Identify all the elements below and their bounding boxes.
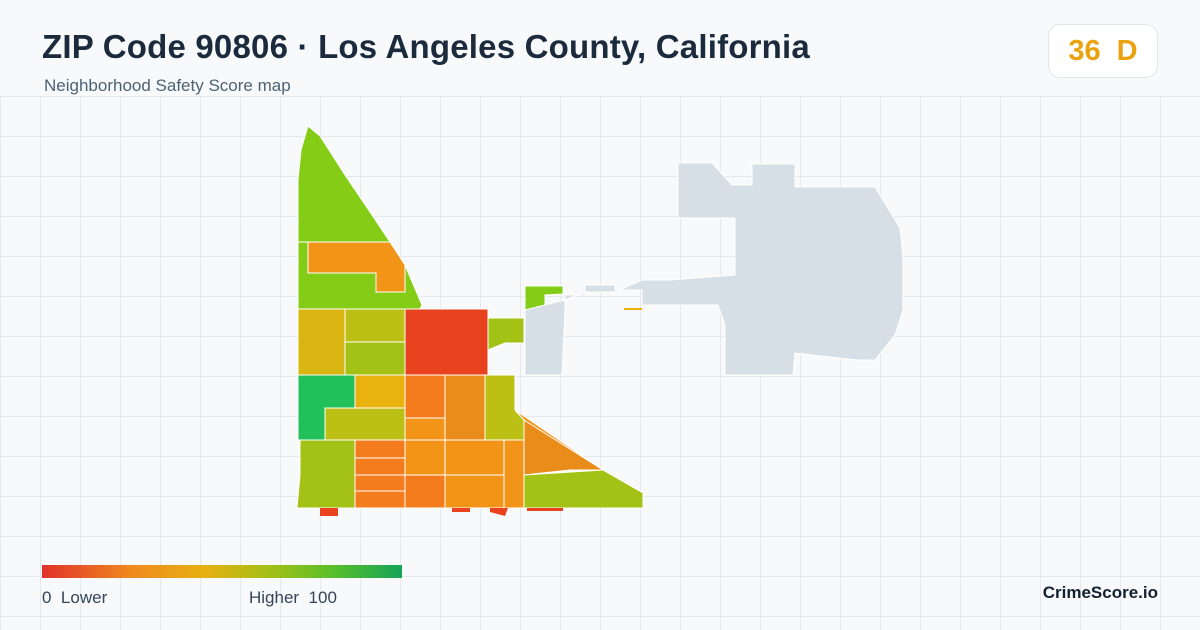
legend-high: Higher 100: [249, 588, 337, 608]
map-tile[interactable]: [444, 374, 486, 441]
map-tile[interactable]: [490, 508, 508, 516]
neighbor-area: [524, 162, 904, 376]
map-tile[interactable]: [404, 474, 446, 509]
map-tile[interactable]: [487, 317, 525, 351]
map-tile[interactable]: [404, 417, 446, 441]
map-tile[interactable]: [404, 308, 489, 376]
legend-min-value: 0: [42, 588, 52, 607]
map-tile[interactable]: [296, 439, 356, 509]
map-tile[interactable]: [527, 508, 563, 511]
map-tile[interactable]: [452, 508, 470, 512]
map-tile[interactable]: [354, 439, 406, 459]
page-title: ZIP Code 90806 · Los Angeles County, Cal…: [42, 28, 810, 65]
safety-score-value: 36: [1068, 34, 1101, 67]
legend-max-value: 100: [308, 588, 337, 607]
map-tile[interactable]: [297, 125, 391, 243]
legend-low: 0 Lower: [42, 588, 107, 608]
map-background-grid: [0, 96, 1200, 630]
map-tile[interactable]: [354, 457, 406, 476]
map-tile[interactable]: [320, 508, 338, 516]
map-tile[interactable]: [523, 469, 644, 509]
map-tile[interactable]: [523, 419, 605, 476]
legend-min-label: Lower: [60, 588, 108, 607]
map-tile[interactable]: [404, 439, 446, 476]
map-tile[interactable]: [344, 341, 406, 376]
map-tile[interactable]: [354, 374, 406, 409]
map-tile[interactable]: [484, 374, 525, 441]
map-tile[interactable]: [404, 374, 446, 419]
map-tile[interactable]: [324, 407, 406, 441]
safety-score-legend-bar: [42, 565, 402, 578]
map-tile[interactable]: [444, 439, 505, 476]
map-tile[interactable]: [503, 439, 525, 509]
map-tile[interactable]: [344, 308, 406, 343]
map-tile[interactable]: [354, 490, 406, 509]
map-tile[interactable]: [444, 474, 505, 509]
brand-logo-text[interactable]: CrimeScore.io: [1042, 583, 1158, 602]
safety-score-badge: 36 D: [1048, 24, 1158, 78]
map-tile[interactable]: [297, 308, 346, 376]
legend-max-label: Higher: [249, 588, 300, 607]
map-tile[interactable]: [624, 308, 642, 310]
safety-score-grade: D: [1116, 34, 1138, 67]
map-tile[interactable]: [354, 474, 406, 492]
map-tile[interactable]: [524, 285, 564, 311]
page-subtitle: Neighborhood Safety Score map: [44, 76, 291, 95]
